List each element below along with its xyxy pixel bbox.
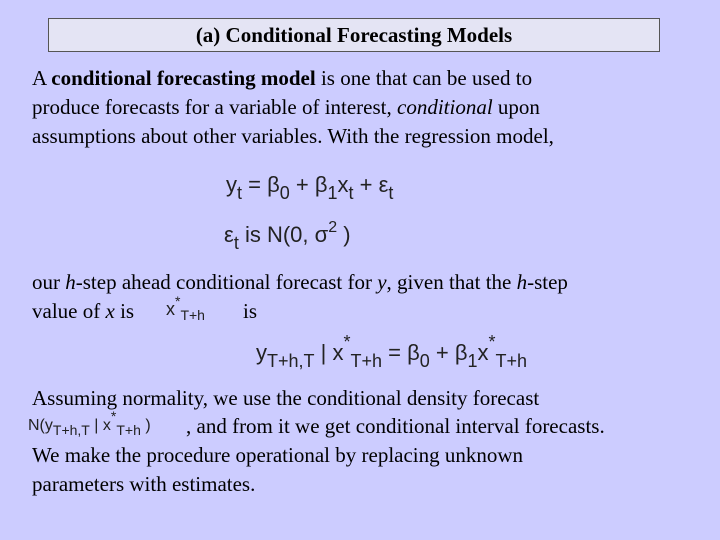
eq-beta: = β	[242, 172, 280, 197]
eq-x: x	[166, 299, 175, 319]
text: -step	[527, 270, 568, 294]
eq-sub: t	[348, 183, 354, 203]
eq-sub: T+h	[116, 422, 141, 438]
normality-line-3: We make the procedure operational by rep…	[32, 441, 523, 470]
intro-line-1: A conditional forecasting model is one t…	[32, 64, 532, 93]
eq-beta: + β	[289, 172, 328, 197]
eq-star: *	[488, 332, 496, 352]
emph-x: x	[105, 299, 115, 323]
equation-x-star: x*T+h	[166, 293, 205, 323]
term-conditional-forecasting-model: conditional forecasting model	[51, 66, 316, 90]
text: -step ahead conditional forecast for	[75, 270, 378, 294]
text: Assuming normality, we use the condition…	[32, 386, 540, 410]
eq-epsilon: ε	[224, 222, 234, 247]
eq-sub: 1	[327, 183, 338, 203]
text: our	[32, 270, 66, 294]
eq-sup: 2	[328, 219, 338, 236]
eq-x: x	[477, 340, 489, 365]
eq-star: *	[343, 332, 351, 352]
text: value of	[32, 299, 106, 323]
eq-sub: T+h	[350, 351, 383, 371]
eq-text: )	[140, 417, 151, 434]
eq-x: x	[337, 172, 349, 197]
eq-epsilon: + ε	[353, 172, 389, 197]
eq-sub: T+h,T	[267, 351, 315, 371]
text: is	[243, 299, 258, 323]
text: assumptions about other variables. With …	[32, 124, 554, 148]
eq-text: )	[337, 222, 351, 247]
forecast-line-2: value of x is	[32, 297, 134, 326]
text: upon	[492, 95, 540, 119]
emph-h: h	[516, 270, 528, 294]
eq-sub: 1	[467, 351, 478, 371]
emph-y: y	[377, 270, 387, 294]
eq-sub: T+h	[495, 351, 528, 371]
intro-line-2: produce forecasts for a variable of inte…	[32, 93, 540, 122]
eq-star: *	[175, 293, 181, 309]
text: , and from it we get conditional interva…	[186, 414, 605, 438]
eq-text: is N(0, σ	[238, 222, 329, 247]
text: , given that the	[386, 270, 517, 294]
slide-title: (a) Conditional Forecasting Models	[48, 18, 660, 52]
eq-beta: + β	[429, 340, 468, 365]
equation-regression-model: yt = β0 + β1xt + εt	[226, 172, 393, 203]
equation-error-distribution: εt is N(0, σ2 )	[224, 219, 351, 253]
intro-line-3: assumptions about other variables. With …	[32, 122, 554, 151]
eq-star: *	[110, 408, 117, 424]
eq-text: | x	[314, 340, 344, 365]
text: We make the procedure operational by rep…	[32, 443, 524, 467]
slide-title-text: (a) Conditional Forecasting Models	[195, 22, 513, 47]
normality-line-2: , and from it we get conditional interva…	[186, 412, 605, 441]
eq-text: N(y	[28, 417, 53, 434]
normality-line-4: parameters with estimates.	[32, 470, 255, 499]
eq-sub: t	[237, 183, 243, 203]
emph-h: h	[65, 270, 76, 294]
eq-sub: T+h	[180, 307, 205, 323]
text: parameters with estimates.	[32, 472, 256, 496]
emph-conditional: conditional	[397, 95, 493, 119]
eq-text: | x	[89, 417, 111, 434]
eq-sub: 0	[419, 351, 430, 371]
eq-sub: t	[388, 183, 394, 203]
eq-beta: = β	[382, 340, 420, 365]
eq-sub: T+h,T	[52, 422, 90, 438]
eq-y: y	[226, 172, 237, 197]
text: produce forecasts for a variable of inte…	[32, 95, 397, 119]
text: A	[32, 66, 52, 90]
text: is one that can be used to	[315, 66, 533, 90]
equation-conditional-forecast: yT+h,T | x*T+h = β0 + β1x*T+h	[256, 332, 527, 371]
eq-sub: 0	[279, 183, 290, 203]
text: is	[114, 299, 135, 323]
equation-density-forecast: N(yT+h,T | x*T+h )	[28, 408, 151, 438]
eq-sub: t	[233, 233, 239, 253]
forecast-line-2-is: is	[243, 297, 257, 326]
eq-y: y	[256, 340, 267, 365]
normality-line-1: Assuming normality, we use the condition…	[32, 384, 539, 413]
forecast-line-1: our h-step ahead conditional forecast fo…	[32, 268, 568, 297]
